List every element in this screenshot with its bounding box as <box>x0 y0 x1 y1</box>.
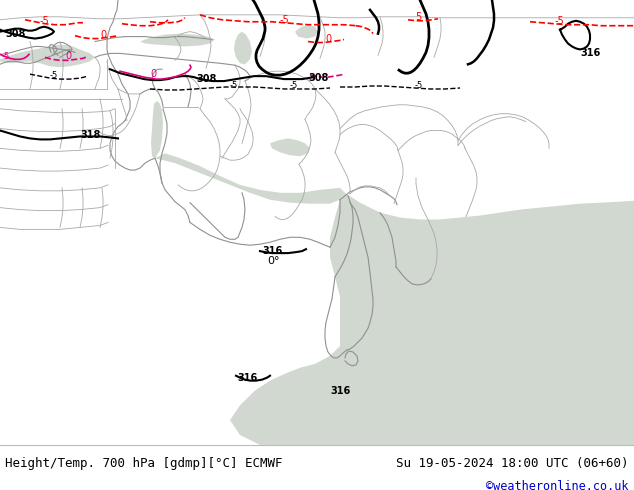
Text: 5: 5 <box>415 12 421 22</box>
Text: 0: 0 <box>325 33 331 44</box>
Text: -5: -5 <box>290 81 298 90</box>
Text: 0: 0 <box>100 29 106 40</box>
Text: 316: 316 <box>330 386 350 395</box>
Text: 0°: 0° <box>267 256 280 266</box>
Text: -5: -5 <box>230 81 238 90</box>
Text: Su 19-05-2024 18:00 UTC (06+60): Su 19-05-2024 18:00 UTC (06+60) <box>396 457 629 470</box>
Text: 316: 316 <box>580 49 600 58</box>
Text: 308: 308 <box>5 28 25 39</box>
Text: 308: 308 <box>196 74 216 84</box>
Polygon shape <box>0 45 95 67</box>
Text: -5: -5 <box>415 81 424 90</box>
Text: -5: -5 <box>2 52 10 61</box>
Polygon shape <box>151 101 163 158</box>
Text: 316: 316 <box>262 246 282 256</box>
Polygon shape <box>230 193 634 445</box>
Text: -5: -5 <box>280 15 290 24</box>
Text: 318: 318 <box>80 130 100 141</box>
Text: ©weatheronline.co.uk: ©weatheronline.co.uk <box>486 480 629 490</box>
Text: -5: -5 <box>50 71 58 80</box>
Text: 0: 0 <box>150 69 156 79</box>
Polygon shape <box>234 32 252 64</box>
Text: -5: -5 <box>40 16 49 26</box>
Polygon shape <box>155 153 345 204</box>
Polygon shape <box>140 34 215 47</box>
Text: -5: -5 <box>555 16 565 26</box>
Polygon shape <box>270 138 310 156</box>
Text: 0: 0 <box>65 51 71 61</box>
Text: 308: 308 <box>308 73 328 83</box>
Text: Height/Temp. 700 hPa [gdmp][°C] ECMWF: Height/Temp. 700 hPa [gdmp][°C] ECMWF <box>5 457 283 470</box>
Polygon shape <box>295 24 318 39</box>
Text: 316: 316 <box>237 373 257 383</box>
